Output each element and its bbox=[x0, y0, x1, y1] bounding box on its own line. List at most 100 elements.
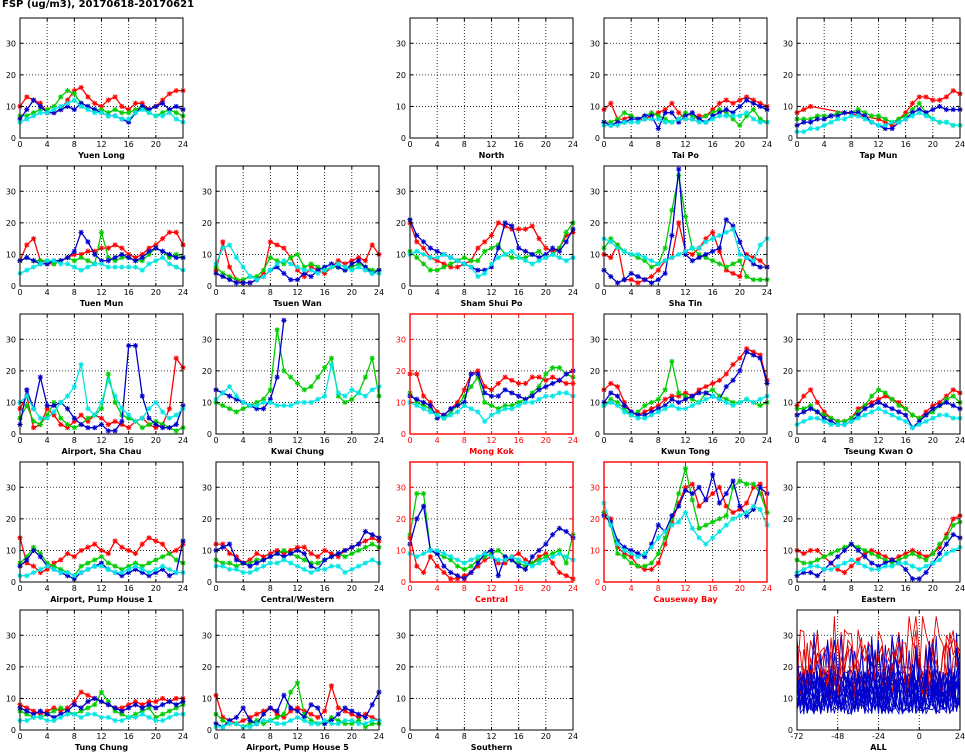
data-point bbox=[37, 711, 43, 717]
data-point bbox=[288, 560, 294, 566]
data-point bbox=[44, 261, 50, 267]
data-point bbox=[294, 705, 301, 711]
data-point bbox=[98, 421, 105, 428]
data-point bbox=[529, 399, 535, 406]
data-point bbox=[315, 267, 321, 273]
data-point bbox=[420, 490, 427, 497]
data-point bbox=[662, 406, 668, 412]
data-point bbox=[105, 560, 111, 566]
data-point bbox=[923, 412, 929, 418]
data-point bbox=[614, 538, 621, 544]
data-point bbox=[44, 708, 50, 714]
data-point bbox=[896, 402, 902, 409]
data-point bbox=[274, 261, 280, 267]
data-point bbox=[369, 702, 375, 708]
data-point bbox=[105, 254, 111, 261]
data-point bbox=[642, 402, 648, 409]
data-point bbox=[488, 554, 495, 560]
data-point bbox=[173, 569, 179, 576]
series-airport-sha-chau-3 bbox=[17, 361, 186, 424]
data-point bbox=[240, 560, 246, 566]
data-point bbox=[454, 402, 461, 409]
data-point bbox=[482, 248, 488, 254]
y-tick-label: 30 bbox=[6, 187, 16, 196]
data-point bbox=[669, 516, 675, 522]
data-point bbox=[24, 560, 30, 566]
data-point bbox=[335, 258, 341, 264]
data-point bbox=[160, 717, 166, 724]
data-point bbox=[543, 554, 549, 560]
y-tick-label: 0 bbox=[401, 578, 406, 587]
data-point bbox=[315, 554, 321, 560]
data-point bbox=[828, 119, 834, 125]
data-point bbox=[434, 248, 440, 254]
data-point bbox=[488, 547, 495, 554]
data-point bbox=[814, 415, 820, 421]
data-point bbox=[875, 399, 882, 406]
data-point bbox=[730, 113, 736, 119]
data-point bbox=[173, 110, 179, 116]
data-point bbox=[58, 711, 64, 717]
y-tick-label: 0 bbox=[595, 430, 600, 439]
data-point bbox=[247, 714, 253, 720]
data-point bbox=[420, 251, 427, 258]
data-point bbox=[166, 415, 173, 421]
data-point bbox=[146, 702, 152, 708]
x-tick-label: 24 bbox=[178, 732, 188, 741]
data-point bbox=[233, 254, 239, 261]
data-point bbox=[662, 245, 668, 251]
data-point bbox=[274, 402, 280, 409]
y-tick-label: 30 bbox=[783, 631, 793, 640]
data-point bbox=[710, 116, 716, 122]
data-point bbox=[509, 226, 515, 232]
data-point bbox=[322, 267, 328, 273]
data-point bbox=[44, 563, 50, 569]
data-point bbox=[669, 402, 675, 409]
data-point bbox=[434, 547, 440, 554]
data-point bbox=[153, 717, 159, 724]
data-point bbox=[37, 100, 43, 106]
data-point bbox=[173, 695, 179, 702]
data-point bbox=[488, 264, 495, 270]
data-point bbox=[889, 560, 895, 566]
data-point bbox=[608, 100, 614, 106]
data-point bbox=[78, 251, 84, 258]
data-point bbox=[889, 122, 895, 128]
data-point bbox=[682, 509, 689, 516]
y-tick-label: 0 bbox=[11, 282, 16, 291]
y-tick-label: 10 bbox=[6, 694, 16, 703]
data-point bbox=[308, 267, 314, 273]
data-point bbox=[30, 544, 37, 550]
data-point bbox=[730, 361, 736, 368]
data-point bbox=[841, 569, 848, 576]
data-point bbox=[903, 550, 909, 557]
data-point bbox=[529, 261, 535, 267]
data-point bbox=[621, 554, 627, 560]
data-point bbox=[37, 258, 43, 264]
x-tick-label: 24 bbox=[568, 436, 578, 445]
data-point bbox=[126, 116, 132, 122]
data-point bbox=[51, 563, 57, 569]
data-point bbox=[807, 563, 814, 569]
data-point bbox=[281, 270, 287, 276]
series-line bbox=[796, 407, 960, 429]
data-point bbox=[58, 705, 64, 711]
data-point bbox=[220, 714, 226, 720]
data-point bbox=[882, 122, 888, 128]
y-tick-label: 10 bbox=[202, 398, 212, 407]
data-point bbox=[608, 239, 614, 245]
data-point bbox=[85, 106, 91, 113]
data-point bbox=[608, 254, 614, 261]
data-point bbox=[669, 207, 675, 213]
data-point bbox=[173, 412, 179, 418]
x-tick-label: 20 bbox=[541, 584, 551, 593]
data-point bbox=[448, 576, 454, 582]
data-point bbox=[301, 270, 307, 276]
data-point bbox=[322, 264, 328, 270]
data-point bbox=[342, 717, 348, 724]
data-point bbox=[669, 232, 675, 239]
x-tick-label: 12 bbox=[486, 436, 496, 445]
data-point bbox=[294, 714, 301, 720]
x-tick-label: 24 bbox=[374, 288, 384, 297]
